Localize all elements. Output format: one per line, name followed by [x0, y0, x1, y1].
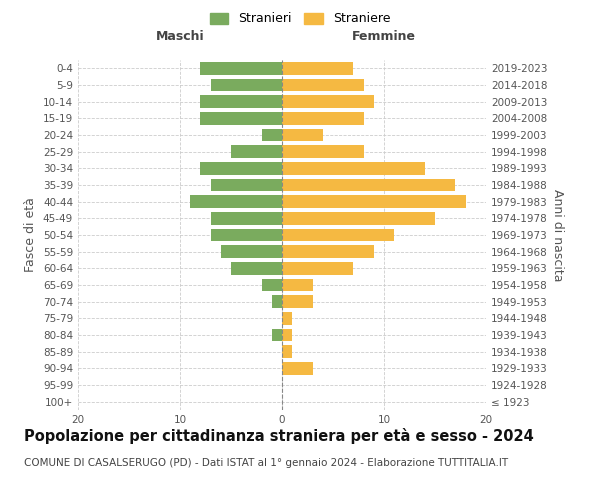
Bar	[231, 146, 282, 158]
Bar	[200, 162, 282, 174]
Y-axis label: Fasce di età: Fasce di età	[25, 198, 37, 272]
Bar	[200, 62, 282, 74]
Bar	[190, 196, 282, 208]
Bar	[211, 212, 282, 224]
Bar	[282, 329, 292, 341]
Text: Popolazione per cittadinanza straniera per età e sesso - 2024: Popolazione per cittadinanza straniera p…	[24, 428, 534, 444]
Bar	[282, 262, 353, 274]
Bar	[282, 196, 466, 208]
Bar	[282, 362, 313, 374]
Bar	[221, 246, 282, 258]
Bar	[282, 346, 292, 358]
Bar	[282, 112, 364, 124]
Bar	[282, 229, 394, 241]
Bar	[282, 296, 313, 308]
Bar	[272, 296, 282, 308]
Text: Maschi: Maschi	[155, 30, 205, 43]
Bar	[200, 112, 282, 124]
Bar	[211, 229, 282, 241]
Bar	[282, 279, 313, 291]
Bar	[282, 312, 292, 324]
Bar	[282, 212, 435, 224]
Bar	[282, 146, 364, 158]
Y-axis label: Anni di nascita: Anni di nascita	[551, 188, 564, 281]
Bar	[262, 129, 282, 141]
Bar	[282, 179, 455, 192]
Bar	[282, 96, 374, 108]
Bar	[211, 79, 282, 92]
Bar	[200, 96, 282, 108]
Bar	[282, 79, 364, 92]
Text: COMUNE DI CASALSERUGO (PD) - Dati ISTAT al 1° gennaio 2024 - Elaborazione TUTTIT: COMUNE DI CASALSERUGO (PD) - Dati ISTAT …	[24, 458, 508, 468]
Bar	[272, 329, 282, 341]
Bar	[282, 162, 425, 174]
Bar	[282, 62, 353, 74]
Text: Femmine: Femmine	[352, 30, 416, 43]
Bar	[231, 262, 282, 274]
Legend: Stranieri, Straniere: Stranieri, Straniere	[206, 8, 394, 29]
Bar	[211, 179, 282, 192]
Bar	[262, 279, 282, 291]
Bar	[282, 246, 374, 258]
Bar	[282, 129, 323, 141]
